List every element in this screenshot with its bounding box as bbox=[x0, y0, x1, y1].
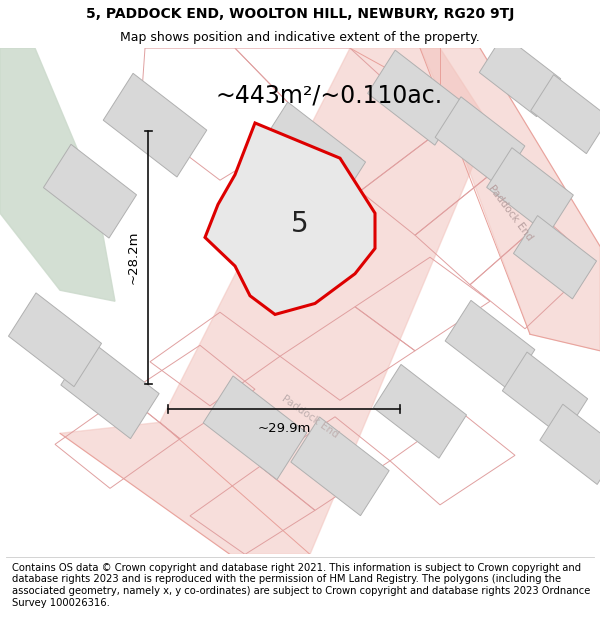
Polygon shape bbox=[43, 144, 137, 238]
Polygon shape bbox=[205, 123, 375, 314]
Polygon shape bbox=[0, 48, 115, 301]
Polygon shape bbox=[514, 216, 596, 299]
Polygon shape bbox=[502, 352, 587, 437]
Text: 5: 5 bbox=[291, 210, 309, 238]
Text: ~443m²/~0.110ac.: ~443m²/~0.110ac. bbox=[215, 83, 442, 107]
Polygon shape bbox=[530, 74, 600, 154]
Polygon shape bbox=[291, 417, 389, 516]
Polygon shape bbox=[254, 102, 365, 214]
Text: ~28.2m: ~28.2m bbox=[127, 231, 140, 284]
Text: 5, PADDOCK END, WOOLTON HILL, NEWBURY, RG20 9TJ: 5, PADDOCK END, WOOLTON HILL, NEWBURY, R… bbox=[86, 8, 514, 21]
Text: Contains OS data © Crown copyright and database right 2021. This information is : Contains OS data © Crown copyright and d… bbox=[12, 563, 590, 608]
Polygon shape bbox=[368, 50, 463, 145]
Polygon shape bbox=[420, 48, 600, 351]
Polygon shape bbox=[8, 293, 101, 387]
Polygon shape bbox=[445, 301, 535, 390]
Polygon shape bbox=[60, 48, 490, 554]
Polygon shape bbox=[540, 404, 600, 484]
Polygon shape bbox=[61, 340, 159, 439]
Polygon shape bbox=[103, 73, 207, 177]
Text: Map shows position and indicative extent of the property.: Map shows position and indicative extent… bbox=[120, 31, 480, 44]
Text: Paddock End: Paddock End bbox=[280, 394, 340, 440]
Polygon shape bbox=[203, 376, 307, 479]
Text: ~29.9m: ~29.9m bbox=[257, 422, 311, 435]
Text: Paddock End: Paddock End bbox=[486, 184, 534, 243]
Polygon shape bbox=[479, 34, 561, 117]
Polygon shape bbox=[435, 97, 525, 187]
Polygon shape bbox=[487, 148, 574, 235]
Polygon shape bbox=[373, 364, 467, 458]
